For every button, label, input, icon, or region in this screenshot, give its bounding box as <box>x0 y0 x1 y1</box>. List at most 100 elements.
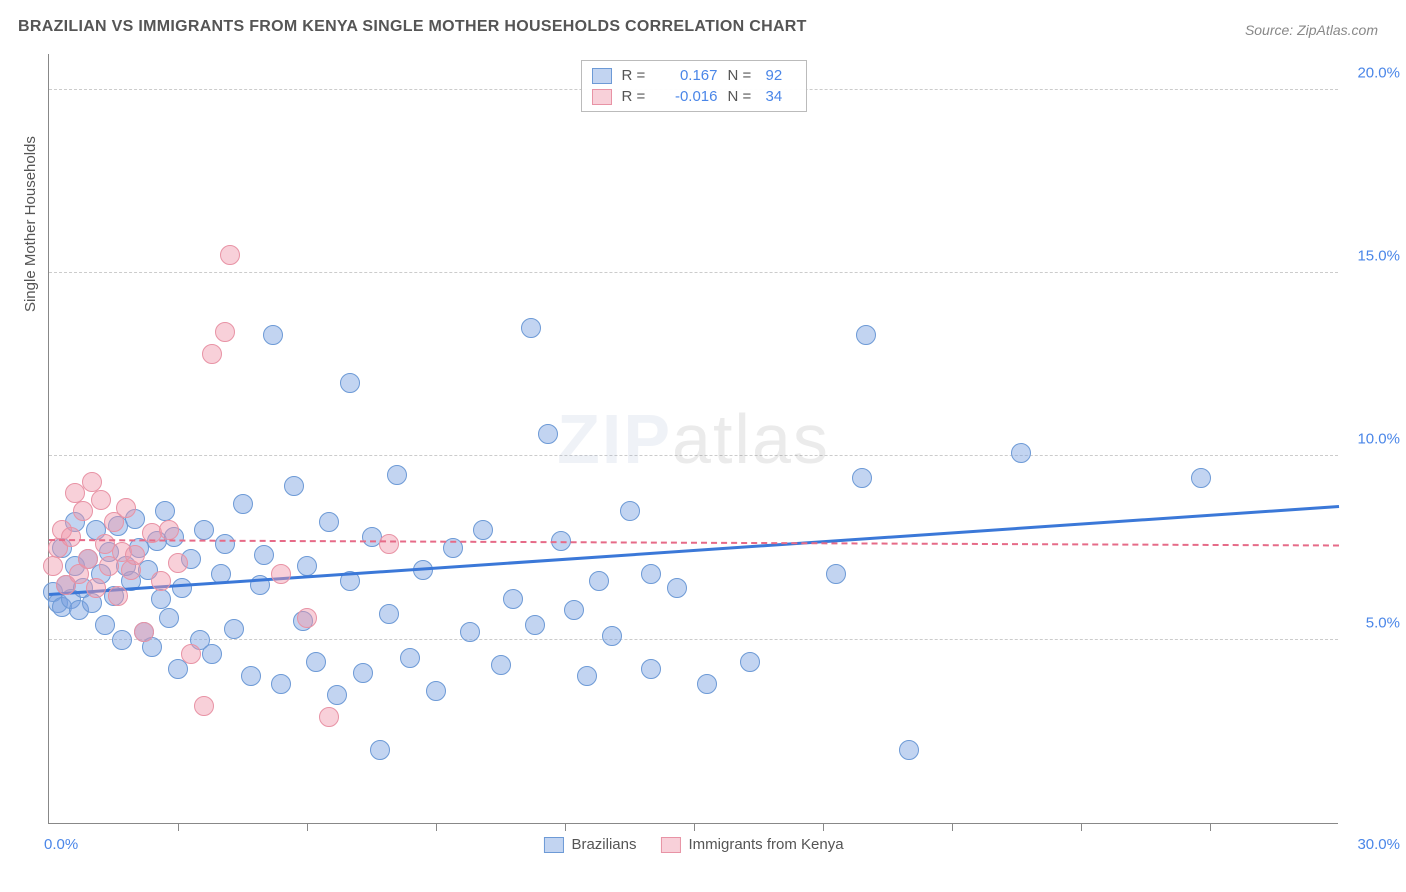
legend-r-label: R = <box>622 88 650 105</box>
y-tick-label: 10.0% <box>1345 431 1400 448</box>
scatter-point <box>220 245 240 265</box>
scatter-point <box>577 666 597 686</box>
scatter-point <box>202 344 222 364</box>
x-axis-max-label: 30.0% <box>1357 836 1400 853</box>
legend-r-value: -0.016 <box>660 88 718 105</box>
legend-stats-row: R = 0.167 N = 92 <box>592 65 796 86</box>
chart-title: BRAZILIAN VS IMMIGRANTS FROM KENYA SINGL… <box>18 18 807 36</box>
scatter-point <box>306 652 326 672</box>
legend-series-item: Brazilians <box>543 836 636 853</box>
scatter-point <box>620 501 640 521</box>
x-tick <box>1081 823 1082 831</box>
scatter-point <box>61 527 81 547</box>
gridline <box>49 272 1338 273</box>
trend-line <box>49 539 1339 546</box>
legend-n-label: N = <box>728 67 756 84</box>
source-attribution: Source: ZipAtlas.com <box>1245 22 1378 38</box>
scatter-point <box>194 696 214 716</box>
scatter-point <box>1011 443 1031 463</box>
legend-stats-row: R = -0.016 N = 34 <box>592 86 796 107</box>
scatter-point <box>215 534 235 554</box>
scatter-point <box>319 512 339 532</box>
scatter-point <box>194 520 214 540</box>
scatter-point <box>215 322 235 342</box>
scatter-point <box>538 424 558 444</box>
y-tick-label: 15.0% <box>1345 248 1400 265</box>
legend-n-value: 34 <box>766 88 796 105</box>
x-tick <box>694 823 695 831</box>
watermark: ZIPatlas <box>557 399 830 479</box>
legend-n-label: N = <box>728 88 756 105</box>
scatter-point <box>116 498 136 518</box>
legend-r-value: 0.167 <box>660 67 718 84</box>
scatter-point <box>151 589 171 609</box>
legend-stats-box: R = 0.167 N = 92 R = -0.016 N = 34 <box>581 60 807 112</box>
scatter-point <box>159 608 179 628</box>
scatter-point <box>254 545 274 565</box>
scatter-point <box>241 666 261 686</box>
x-tick <box>952 823 953 831</box>
scatter-point <box>181 644 201 664</box>
legend-series: Brazilians Immigrants from Kenya <box>543 836 843 853</box>
x-tick <box>1210 823 1211 831</box>
scatter-point <box>155 501 175 521</box>
scatter-point <box>202 644 222 664</box>
scatter-point <box>73 501 93 521</box>
legend-swatch <box>592 68 612 84</box>
scatter-point <box>641 564 661 584</box>
scatter-point <box>91 490 111 510</box>
scatter-point <box>151 571 171 591</box>
scatter-point <box>125 545 145 565</box>
scatter-point <box>697 674 717 694</box>
scatter-point <box>856 325 876 345</box>
scatter-point <box>168 553 188 573</box>
legend-series-item: Immigrants from Kenya <box>660 836 843 853</box>
scatter-point <box>108 586 128 606</box>
scatter-point <box>65 483 85 503</box>
scatter-point <box>400 648 420 668</box>
legend-swatch <box>543 837 563 853</box>
scatter-point <box>503 589 523 609</box>
scatter-point <box>353 663 373 683</box>
scatter-point <box>564 600 584 620</box>
scatter-point <box>899 740 919 760</box>
scatter-point <box>271 564 291 584</box>
scatter-point <box>297 556 317 576</box>
scatter-point <box>589 571 609 591</box>
plot-area: ZIPatlas R =0.167N =92R =-0.016N =34 Bra… <box>48 54 1338 824</box>
y-tick-label: 5.0% <box>1345 614 1400 631</box>
scatter-point <box>319 707 339 727</box>
scatter-point <box>134 622 154 642</box>
scatter-point <box>379 534 399 554</box>
scatter-point <box>740 652 760 672</box>
scatter-point <box>473 520 493 540</box>
scatter-point <box>667 578 687 598</box>
scatter-point <box>491 655 511 675</box>
scatter-point <box>172 578 192 598</box>
scatter-point <box>233 494 253 514</box>
scatter-point <box>263 325 283 345</box>
scatter-point <box>112 630 132 650</box>
scatter-point <box>86 578 106 598</box>
legend-n-value: 92 <box>766 67 796 84</box>
scatter-point <box>370 740 390 760</box>
scatter-point <box>271 674 291 694</box>
scatter-point <box>43 556 63 576</box>
scatter-point <box>327 685 347 705</box>
scatter-point <box>426 681 446 701</box>
scatter-point <box>284 476 304 496</box>
y-axis-title: Single Mother Households <box>22 136 39 312</box>
scatter-point <box>387 465 407 485</box>
scatter-point <box>521 318 541 338</box>
legend-series-label: Immigrants from Kenya <box>688 836 843 853</box>
scatter-point <box>852 468 872 488</box>
x-tick <box>307 823 308 831</box>
scatter-point <box>297 608 317 628</box>
gridline <box>49 455 1338 456</box>
legend-r-label: R = <box>622 67 650 84</box>
y-tick-label: 20.0% <box>1345 64 1400 81</box>
x-tick <box>436 823 437 831</box>
scatter-point <box>82 472 102 492</box>
scatter-point <box>460 622 480 642</box>
x-tick <box>823 823 824 831</box>
